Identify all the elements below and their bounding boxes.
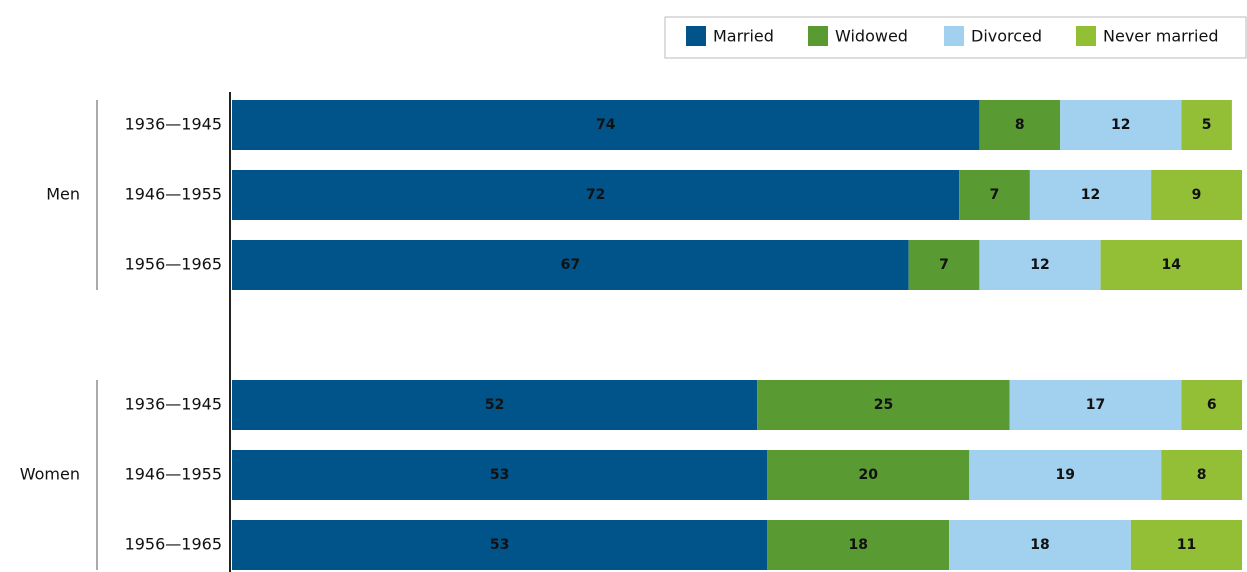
data-label: 18 (1030, 537, 1049, 553)
bar-segment (232, 240, 909, 290)
data-label: 52 (485, 397, 504, 413)
bar-segment (969, 450, 1162, 500)
bar-segment (979, 100, 1061, 150)
y-tick-label: 1946—1955 (125, 185, 222, 204)
data-label: 8 (1197, 467, 1207, 483)
bar-segment (979, 240, 1101, 290)
bar-segment (767, 450, 970, 500)
data-label: 5 (1202, 117, 1212, 133)
legend-label: Widowed (835, 27, 908, 46)
data-label: 20 (859, 467, 879, 483)
legend-swatch (686, 26, 706, 46)
data-label: 6 (1207, 397, 1217, 413)
bar-segment (232, 450, 768, 500)
data-label: 25 (874, 397, 893, 413)
y-tick-label: 1956—1965 (125, 535, 222, 554)
bar-segment (908, 240, 980, 290)
bar-segment (1029, 170, 1152, 220)
y-tick-label: 1946—1955 (125, 465, 222, 484)
data-label: 11 (1177, 537, 1196, 553)
data-label: 7 (939, 257, 949, 273)
bar-segment (1181, 380, 1242, 430)
bar-segment (1100, 240, 1242, 290)
data-label: 74 (596, 117, 616, 133)
data-label: 9 (1192, 187, 1202, 203)
bar-segment (1151, 170, 1242, 220)
y-tick-label: 1936—1945 (125, 115, 222, 134)
bar-segment (1181, 100, 1232, 150)
bar-segment (1130, 520, 1242, 570)
legend-swatch (808, 26, 828, 46)
data-label: 53 (490, 537, 509, 553)
y-tick-label: 1936—1945 (125, 395, 222, 414)
bar-segment (1009, 380, 1182, 430)
data-label: 19 (1056, 467, 1075, 483)
legend-label: Never married (1103, 27, 1219, 46)
bar-segment (949, 520, 1131, 570)
data-label: 7 (990, 187, 1000, 203)
data-label: 12 (1081, 187, 1100, 203)
bar-segment (232, 380, 758, 430)
legend-swatch (1076, 26, 1096, 46)
bar-segment (757, 380, 1010, 430)
bar-segment (232, 170, 960, 220)
group-label: Men (46, 185, 80, 204)
group-label: Women (20, 465, 80, 484)
legend-swatch (944, 26, 964, 46)
data-label: 17 (1086, 397, 1105, 413)
data-label: 8 (1015, 117, 1025, 133)
y-tick-label: 1956—1965 (125, 255, 222, 274)
bar-segment (232, 100, 980, 150)
legend-label: Married (713, 27, 774, 46)
bar-segment (959, 170, 1030, 220)
bar-segment (232, 520, 768, 570)
data-label: 67 (561, 257, 580, 273)
bar-segment (1060, 100, 1182, 150)
data-label: 12 (1111, 117, 1130, 133)
data-label: 53 (490, 467, 509, 483)
data-label: 72 (586, 187, 605, 203)
bar-segment (767, 520, 950, 570)
bar-segment (1161, 450, 1242, 500)
data-label: 14 (1162, 257, 1182, 273)
data-label: 12 (1030, 257, 1049, 273)
data-label: 18 (848, 537, 867, 553)
legend-label: Divorced (971, 27, 1042, 46)
